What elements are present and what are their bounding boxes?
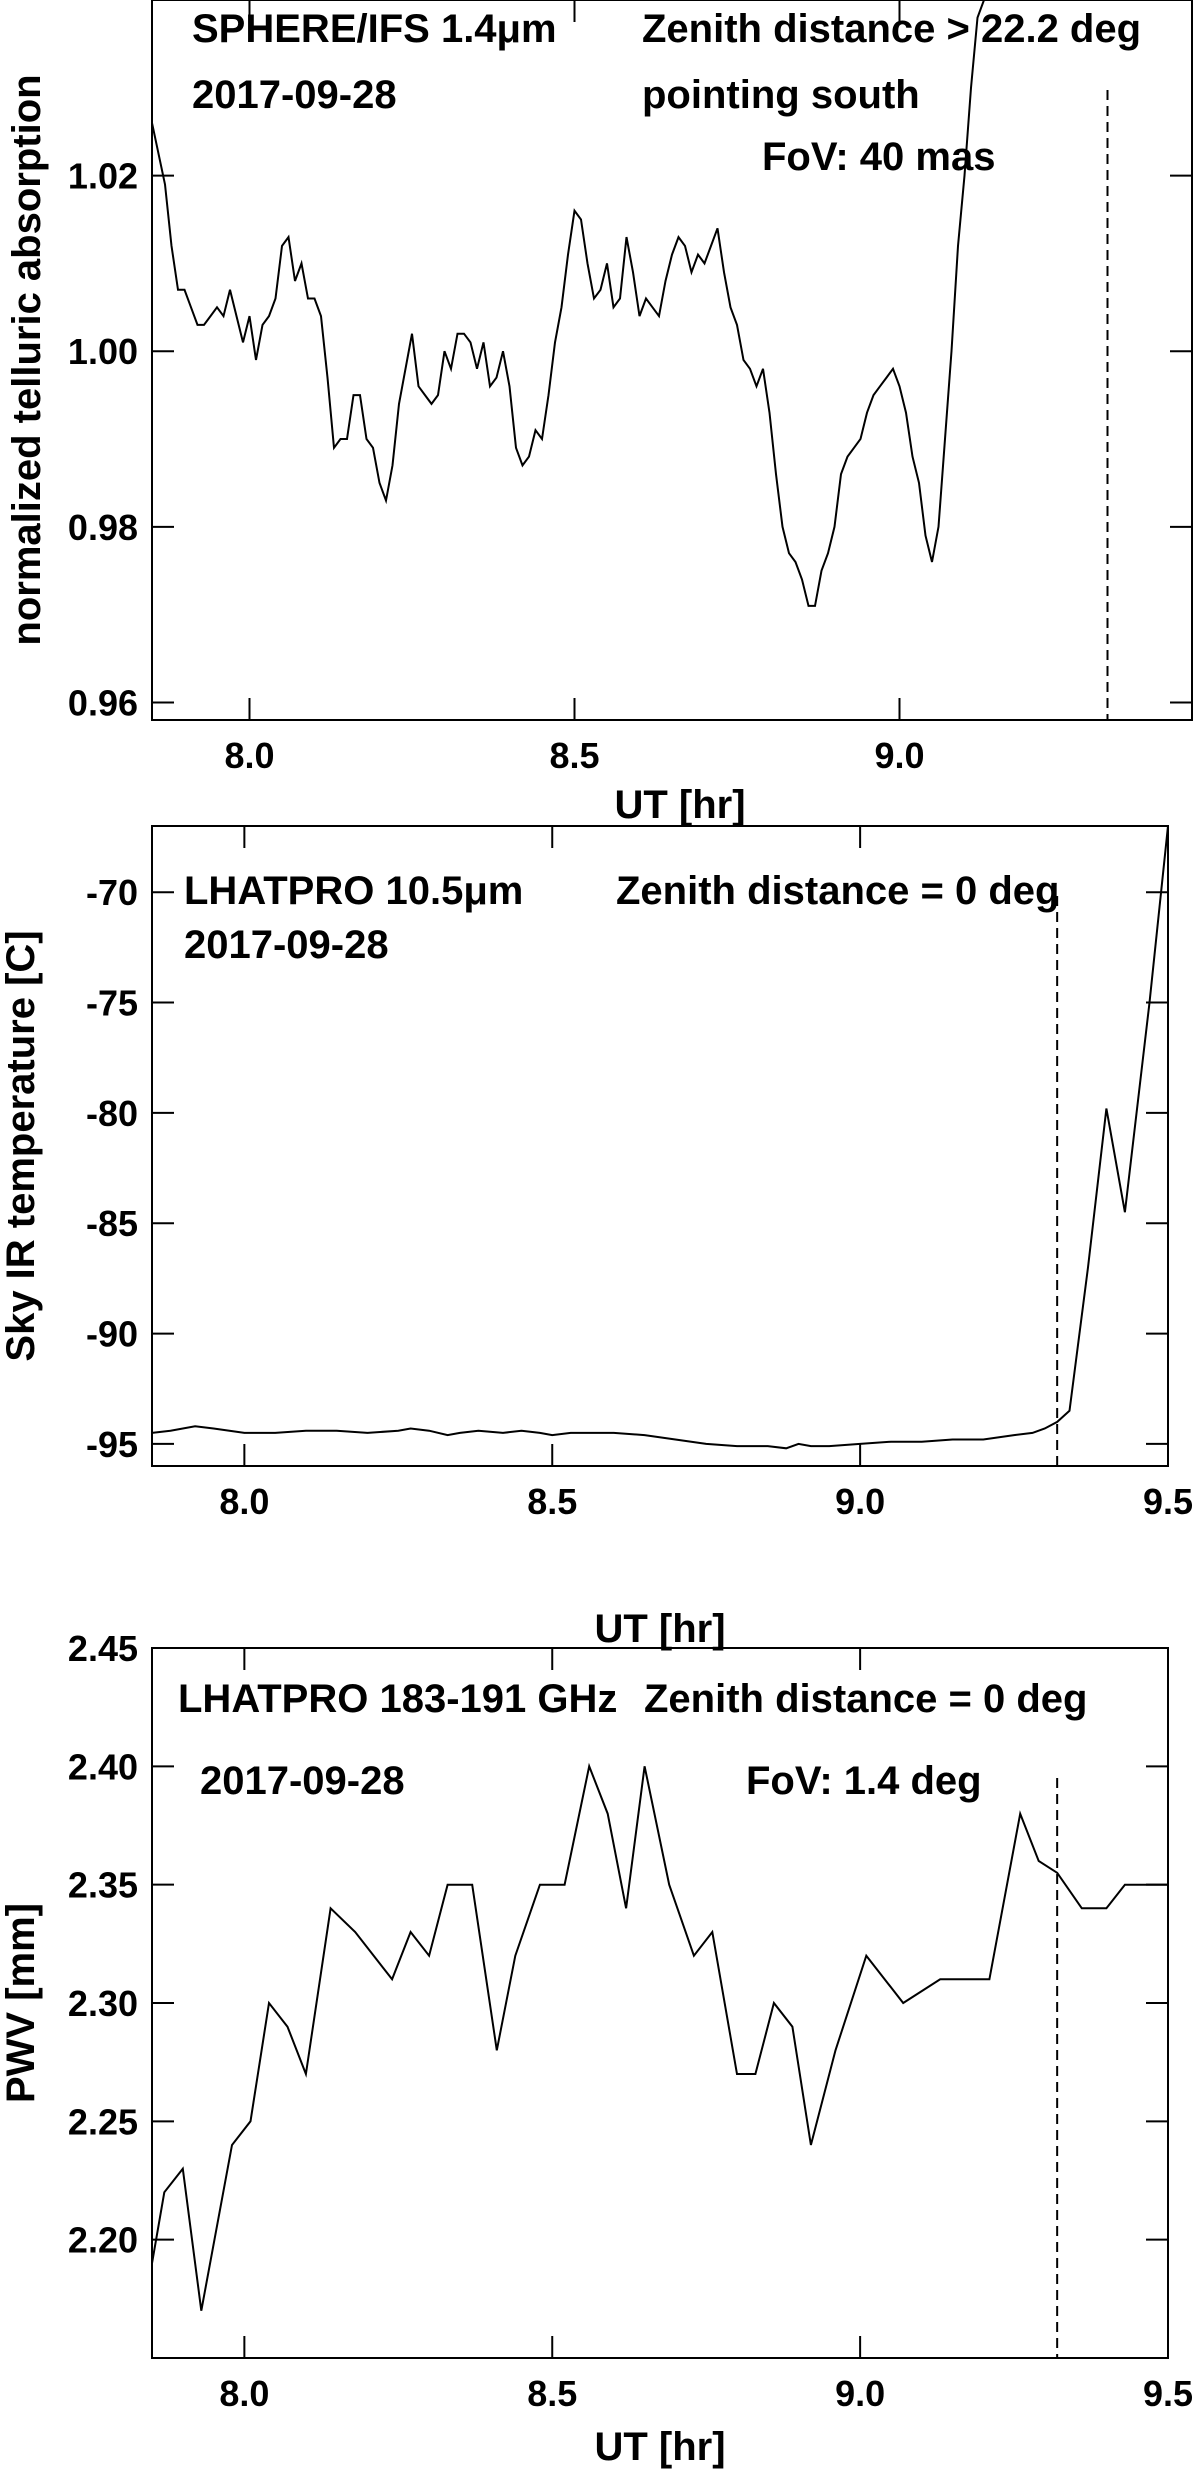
panel-1-frame bbox=[151, 0, 1193, 721]
panel-3-annotation-line2-left: 2017-09-28 bbox=[200, 1759, 405, 1803]
panel-1-annotation-line1-right: Zenith distance > 22.2 deg bbox=[642, 7, 1141, 51]
panel-3-annotation-line1-right: Zenith distance = 0 deg bbox=[644, 1677, 1087, 1721]
panel-2-xtick-label: 9.0 bbox=[835, 1481, 885, 1522]
panel-1-xtick-label: 8.5 bbox=[549, 735, 599, 776]
panel-3-annotation-line2-right: FoV: 1.4 deg bbox=[746, 1759, 982, 1803]
panel-3-series-line bbox=[151, 1762, 1168, 2311]
panel-1-series-line bbox=[151, 0, 1140, 607]
panel-3-ytick-label: 2.30 bbox=[68, 1983, 138, 2024]
panel-1-ytick-label: 1.00 bbox=[68, 331, 138, 372]
panel-1-ticks: 8.0 8.5 9.0 0.96 0.98 1.00 1.02 bbox=[68, 0, 1192, 776]
panel-2-frame bbox=[151, 825, 1169, 1467]
panel-2-ytick-label: -95 bbox=[86, 1424, 138, 1465]
panel-3-ylabel: PWV [mm] bbox=[0, 1903, 43, 2103]
panel-3-ytick-label: 2.45 bbox=[68, 1628, 138, 1669]
panel-1-annotation-line3-right: FoV: 40 mas bbox=[762, 135, 995, 179]
panel-2-ytick-label: -70 bbox=[86, 872, 138, 913]
panel-2-ytick-label: -90 bbox=[86, 1314, 138, 1355]
panel-2-ylabel: Sky IR temperature [C] bbox=[0, 930, 43, 1361]
panel-3-ticks: 8.0 8.5 9.0 9.5 2.20 2.25 2.30 2.35 2.40 2.45 bbox=[68, 1628, 1193, 2414]
panel-3-ytick-label: 2.35 bbox=[68, 1865, 138, 1906]
panel-3-xtick-label: 9.5 bbox=[1143, 2373, 1193, 2414]
panel-3-ytick-label: 2.40 bbox=[68, 1746, 138, 1787]
panel-3: 8.0 8.5 9.0 9.5 2.20 2.25 2.30 2.35 2.40 2.45 LHA… bbox=[0, 1628, 1193, 2469]
panel-1: 8.0 8.5 9.0 0.96 0.98 1.00 1.02 SPHERE/IFS 1.4… bbox=[5, 0, 1193, 827]
panel-2-ytick-label: -75 bbox=[86, 983, 138, 1024]
panel-2-ticks: 8.0 8.5 9.0 9.5 -95 -90 -85 -80 -75 -70 bbox=[86, 826, 1193, 1522]
panel-2-annotation-line2-left: 2017-09-28 bbox=[184, 923, 389, 967]
panel-3-frame bbox=[151, 1647, 1169, 2359]
panel-3-annotation-line1-left: LHATPRO 183-191 GHz bbox=[178, 1677, 617, 1721]
panel-1-ytick-label: 0.96 bbox=[68, 682, 138, 723]
panel-2: 8.0 8.5 9.0 9.5 -95 -90 -85 -80 -75 -70 LHATPRO 1… bbox=[0, 825, 1193, 1651]
panel-1-xtick-label: 9.0 bbox=[874, 735, 924, 776]
panel-3-ytick-label: 2.20 bbox=[68, 2220, 138, 2261]
panel-2-series-line bbox=[151, 825, 1169, 1450]
panel-3-xtick-label: 8.0 bbox=[219, 2373, 269, 2414]
panel-1-annotation-line2-left: 2017-09-28 bbox=[192, 73, 397, 117]
panel-2-ytick-label: -85 bbox=[86, 1203, 138, 1244]
panel-1-annotation-line2-right: pointing south bbox=[642, 73, 920, 117]
panel-2-ytick-label: -80 bbox=[86, 1093, 138, 1134]
panel-2-xtick-label: 8.0 bbox=[219, 1481, 269, 1522]
panel-3-xtick-label: 8.5 bbox=[527, 2373, 577, 2414]
panel-2-annotation-line1-right: Zenith distance = 0 deg bbox=[616, 869, 1059, 913]
panel-3-xtick-label: 9.0 bbox=[835, 2373, 885, 2414]
panel-3-ytick-label: 2.25 bbox=[68, 2101, 138, 2142]
panel-1-xlabel: UT [hr] bbox=[614, 783, 745, 827]
panel-2-xtick-label: 8.5 bbox=[527, 1481, 577, 1522]
panel-1-ylabel: normalized telluric absorption bbox=[5, 74, 49, 645]
panel-1-annotation-line1-left: SPHERE/IFS 1.4μm bbox=[192, 7, 557, 51]
panel-2-annotation-line1-left: LHATPRO 10.5μm bbox=[184, 869, 523, 913]
panel-1-xtick-label: 8.0 bbox=[224, 735, 274, 776]
panel-3-xlabel: UT [hr] bbox=[594, 2425, 725, 2469]
panel-2-xtick-label: 9.5 bbox=[1143, 1481, 1193, 1522]
panel-2-xlabel: UT [hr] bbox=[594, 1607, 725, 1651]
panel-1-ytick-label: 1.02 bbox=[68, 156, 138, 197]
panel-1-ytick-label: 0.98 bbox=[68, 507, 138, 548]
